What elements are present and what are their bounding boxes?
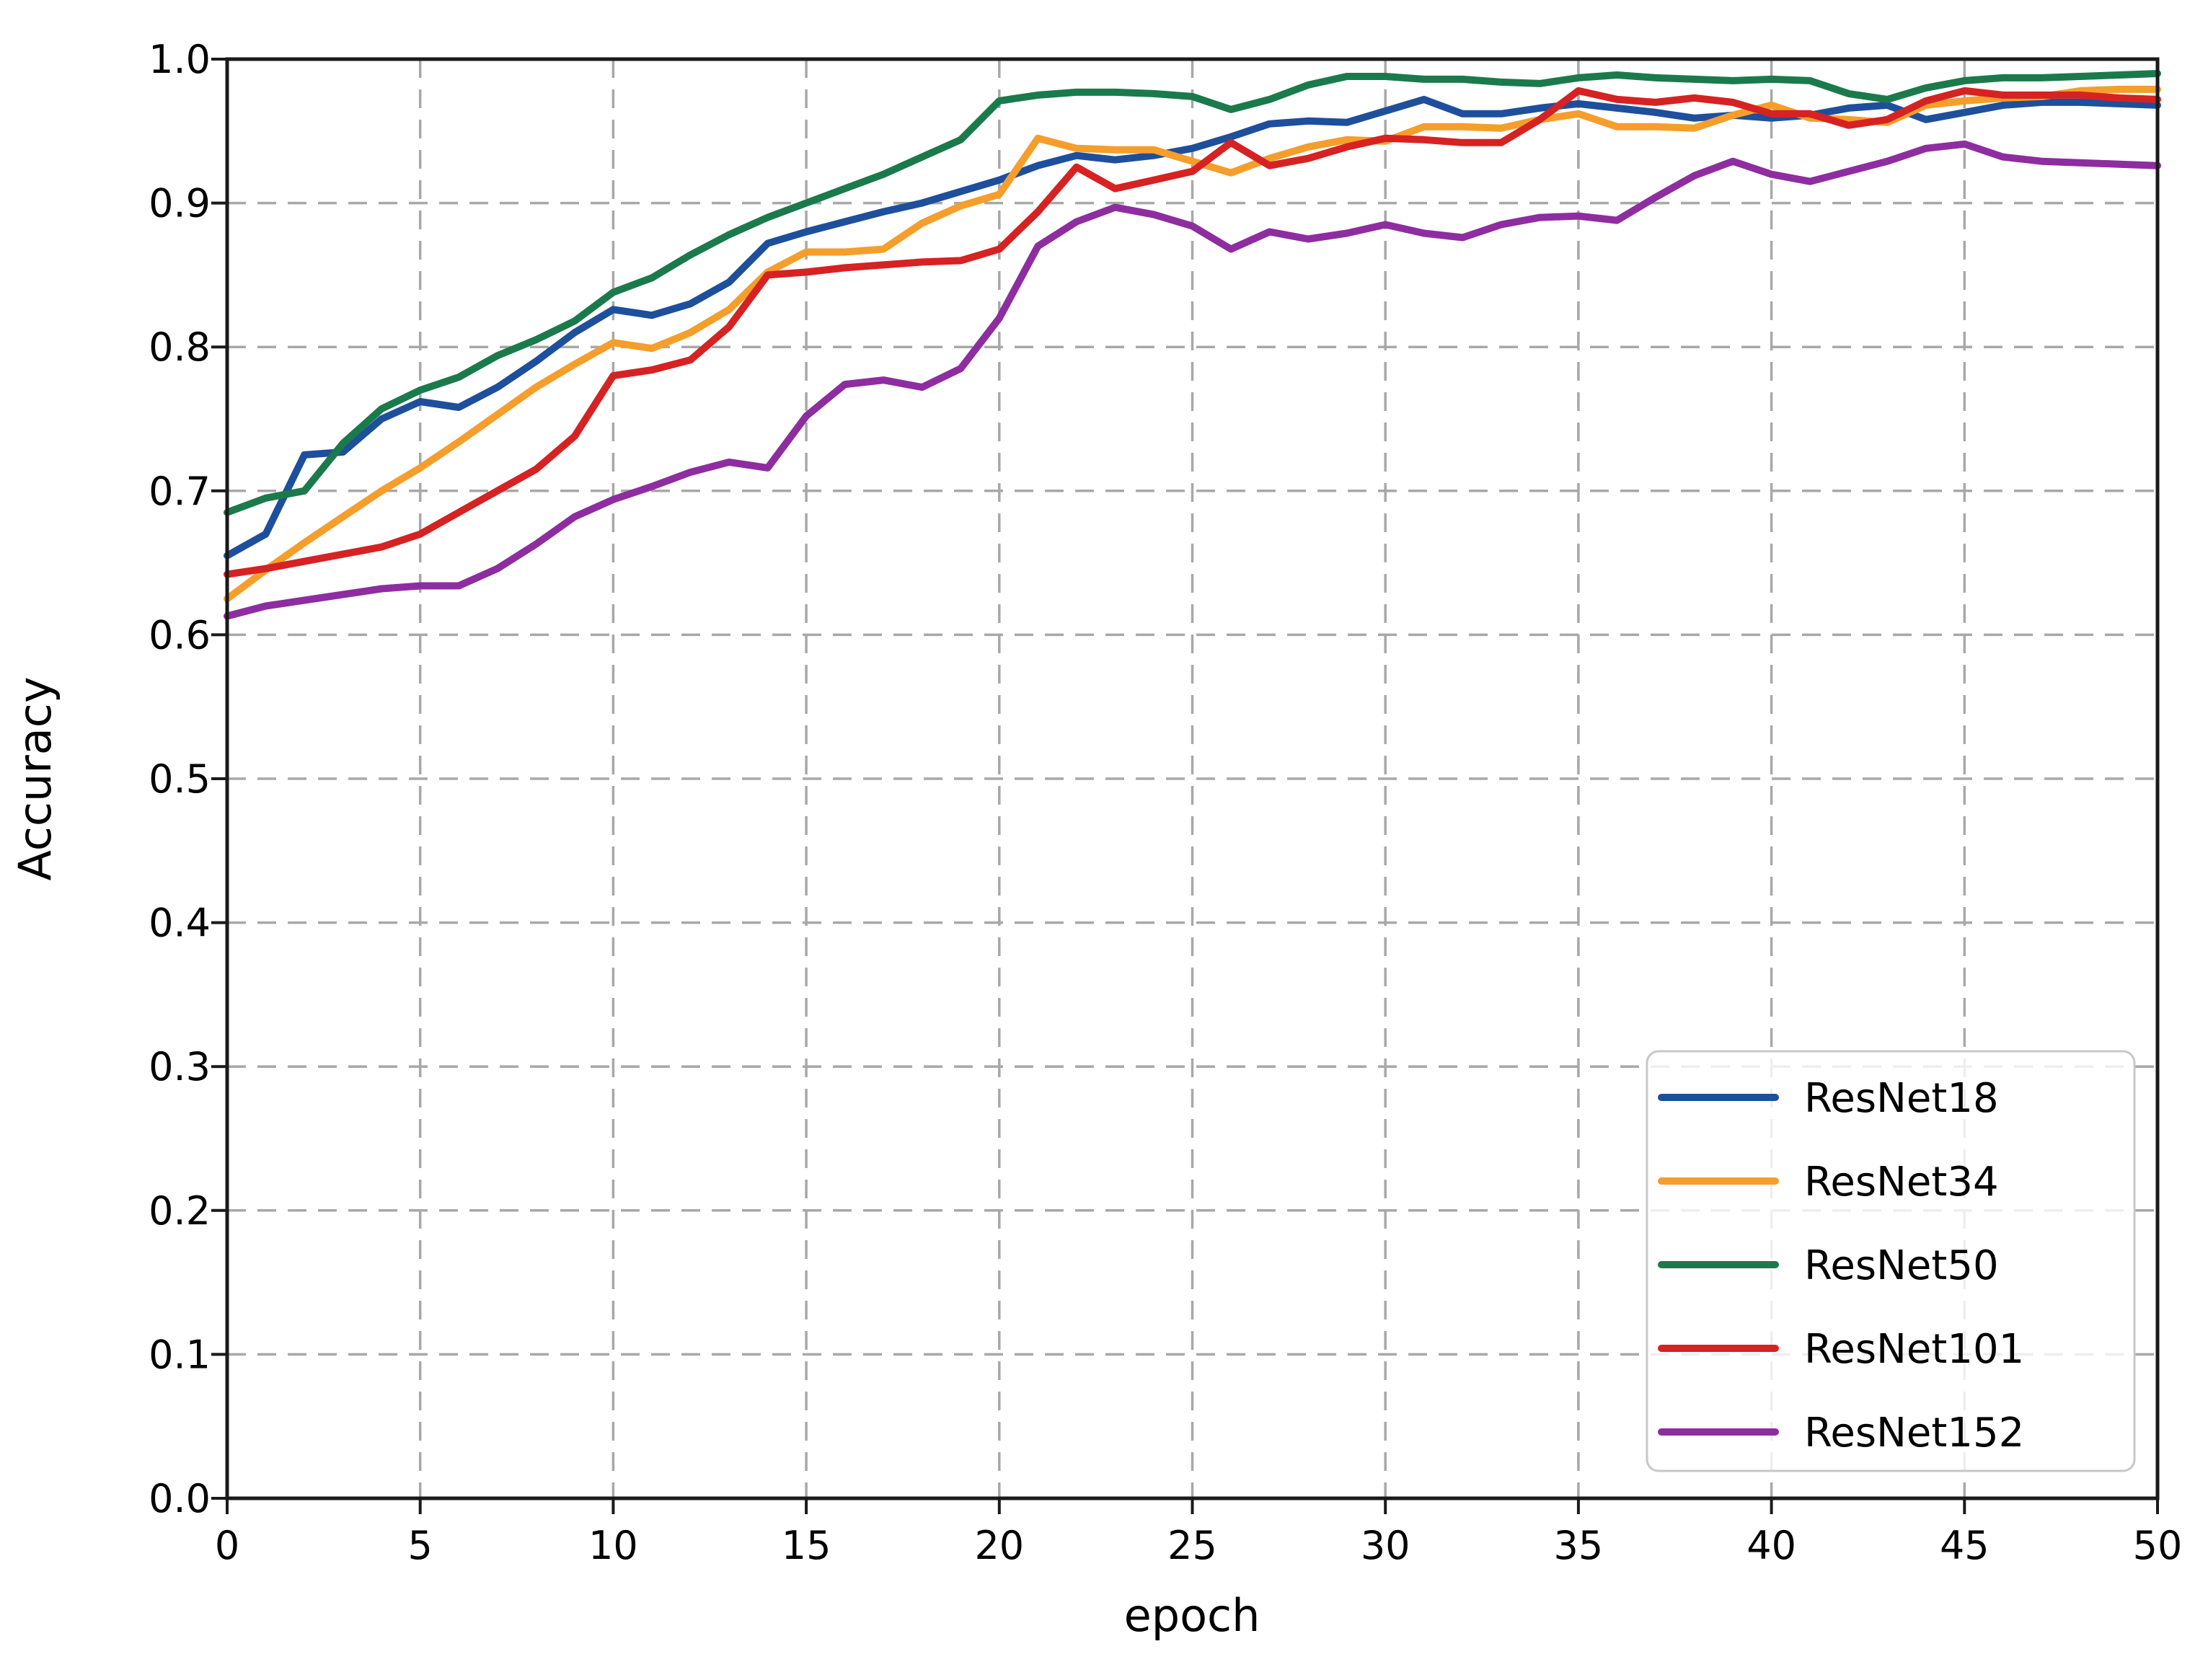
x-tick-label: 5 [408,1523,433,1568]
y-tick-label: 0.8 [149,324,211,370]
x-tick-label: 40 [1746,1523,1796,1568]
y-tick-label: 0.4 [149,901,211,946]
y-tick-label: 0.0 [149,1476,211,1521]
tick-layer: 0 5 10 15 20 25 30 35 40 45 50 0.0 0.1 0.2 0.3 0.4 0.5 0.… [149,37,2182,1568]
x-tick-label: 0 [215,1523,239,1568]
y-tick-label: 0.7 [149,469,211,514]
x-tick-label: 30 [1361,1523,1410,1568]
y-axis-label: Accuracy [9,676,61,880]
legend: ResNet18 ResNet34 ResNet50 ResNet101 ResNet1… [1646,1050,2136,1472]
legend-label-resnet50: ResNet50 [1804,1242,1999,1289]
legend-label-resnet101: ResNet101 [1804,1326,2024,1373]
series-line-resnet152 [224,140,2161,620]
x-tick-label: 10 [588,1523,638,1568]
plot-frame [225,57,2160,1500]
series-layer [224,70,2161,620]
y-tick-label: 0.2 [149,1188,211,1234]
x-tick-label: 15 [782,1523,831,1568]
y-tick-label: 0.6 [149,612,211,658]
x-axis-label: epoch [1124,1589,1260,1642]
x-tick-label: 45 [1940,1523,1990,1568]
legend-label-resnet18: ResNet18 [1804,1075,1999,1122]
legend-box [1646,1050,2136,1472]
legend-label-resnet152: ResNet152 [1804,1410,2024,1456]
series-line-resnet50 [224,70,2161,516]
legend-label-resnet34: ResNet34 [1804,1159,1999,1206]
y-tick-label: 0.1 [149,1332,211,1377]
y-tick-label: 0.5 [149,756,211,802]
x-tick-label: 35 [1554,1523,1604,1568]
y-tick-label: 0.9 [149,181,211,226]
x-tick-label: 25 [1167,1523,1217,1568]
x-tick-label: 50 [2133,1523,2183,1568]
y-tick-label: 1.0 [149,37,211,82]
series-line-resnet101 [224,87,2161,578]
x-tick-label: 20 [974,1523,1024,1568]
series-line-resnet18 [224,95,2161,560]
y-tick-label: 0.3 [149,1044,211,1089]
